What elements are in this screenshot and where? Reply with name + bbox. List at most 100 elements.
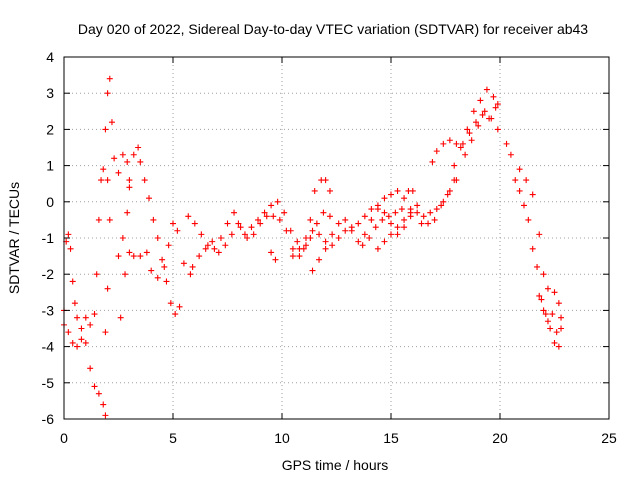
data-point: [111, 155, 118, 162]
data-point: [529, 245, 536, 252]
data-point: [108, 119, 115, 126]
data-point: [257, 220, 264, 227]
data-point: [311, 187, 318, 194]
data-point: [204, 242, 211, 249]
data-point: [451, 177, 458, 184]
data-point: [289, 245, 296, 252]
series-arc-d: [115, 144, 183, 318]
data-point: [503, 140, 510, 147]
data-point: [409, 187, 416, 194]
data-point: [274, 198, 281, 205]
data-point: [385, 213, 392, 220]
x-tick-label: 10: [274, 430, 290, 446]
data-point: [296, 253, 303, 260]
data-point: [551, 289, 558, 296]
data-point: [244, 235, 251, 241]
series-arc-n: [418, 177, 458, 227]
data-point: [261, 209, 268, 216]
data-point: [302, 242, 309, 249]
data-point: [558, 314, 565, 321]
data-point: [198, 231, 205, 238]
data-point: [67, 245, 74, 252]
data-point: [381, 238, 388, 245]
data-point: [335, 220, 342, 227]
data-point: [209, 238, 216, 245]
data-point: [69, 339, 76, 346]
x-tick-label: 5: [169, 430, 177, 446]
data-point: [536, 231, 543, 238]
data-point: [322, 177, 329, 184]
y-tick-label: -2: [42, 266, 55, 282]
data-point: [462, 151, 469, 158]
data-point: [440, 198, 447, 205]
series-arc-a: [61, 231, 109, 419]
data-point: [335, 235, 342, 241]
series-arc-k: [309, 187, 414, 274]
data-point: [388, 220, 394, 227]
series-arc-b: [61, 166, 107, 350]
data-point: [106, 216, 113, 223]
data-point: [374, 202, 381, 209]
data-point: [135, 144, 142, 151]
data-point: [241, 231, 248, 238]
data-point: [211, 245, 218, 252]
data-point: [93, 271, 100, 278]
data-point: [368, 216, 375, 223]
data-point: [483, 86, 490, 93]
data-point: [549, 311, 556, 318]
data-point: [420, 213, 427, 220]
y-tick-label: -5: [42, 375, 55, 391]
data-point: [115, 253, 122, 260]
data-point: [309, 267, 316, 274]
series-arc-e: [117, 220, 194, 321]
data-point: [100, 401, 107, 408]
data-point: [326, 213, 333, 220]
data-point: [494, 101, 501, 108]
data-point: [329, 231, 336, 238]
data-point: [141, 177, 148, 184]
data-point: [459, 140, 466, 147]
data-point: [174, 227, 181, 234]
y-axis-ticks: -6 -5 -4 -3 -2 -1 0 1 2 3 4: [42, 49, 609, 427]
data-point: [433, 148, 440, 155]
data-point: [512, 177, 519, 184]
data-point: [74, 343, 81, 350]
data-point: [366, 235, 373, 241]
data-point: [534, 263, 541, 270]
data-point: [91, 383, 98, 390]
data-point: [507, 151, 514, 158]
data-point: [446, 187, 453, 194]
data-point: [322, 245, 329, 252]
data-point: [119, 151, 126, 158]
data-point: [289, 253, 296, 260]
data-point: [95, 216, 102, 223]
data-point: [87, 321, 94, 328]
data-point: [268, 249, 275, 256]
data-point: [296, 245, 303, 252]
data-point: [431, 216, 438, 223]
data-point: [418, 220, 425, 227]
data-point: [547, 325, 554, 332]
data-point: [438, 202, 445, 209]
data-point: [473, 119, 480, 126]
data-point: [161, 263, 168, 270]
data-point: [122, 271, 129, 278]
data-point: [529, 191, 536, 198]
data-point: [137, 253, 144, 260]
data-point: [165, 242, 172, 249]
x-tick-label: 20: [492, 430, 508, 446]
data-point: [372, 224, 379, 231]
data-point: [313, 220, 320, 227]
data-point: [91, 311, 98, 318]
data-point: [374, 245, 381, 252]
data-point: [268, 202, 275, 209]
data-point: [553, 329, 560, 336]
data-point: [150, 216, 157, 223]
x-axis-label: GPS time / hours: [282, 457, 389, 473]
series-arc-g: [189, 198, 333, 270]
data-point: [407, 213, 414, 220]
data-point: [381, 195, 388, 202]
series-arc-h: [268, 249, 279, 263]
data-point: [115, 169, 122, 176]
